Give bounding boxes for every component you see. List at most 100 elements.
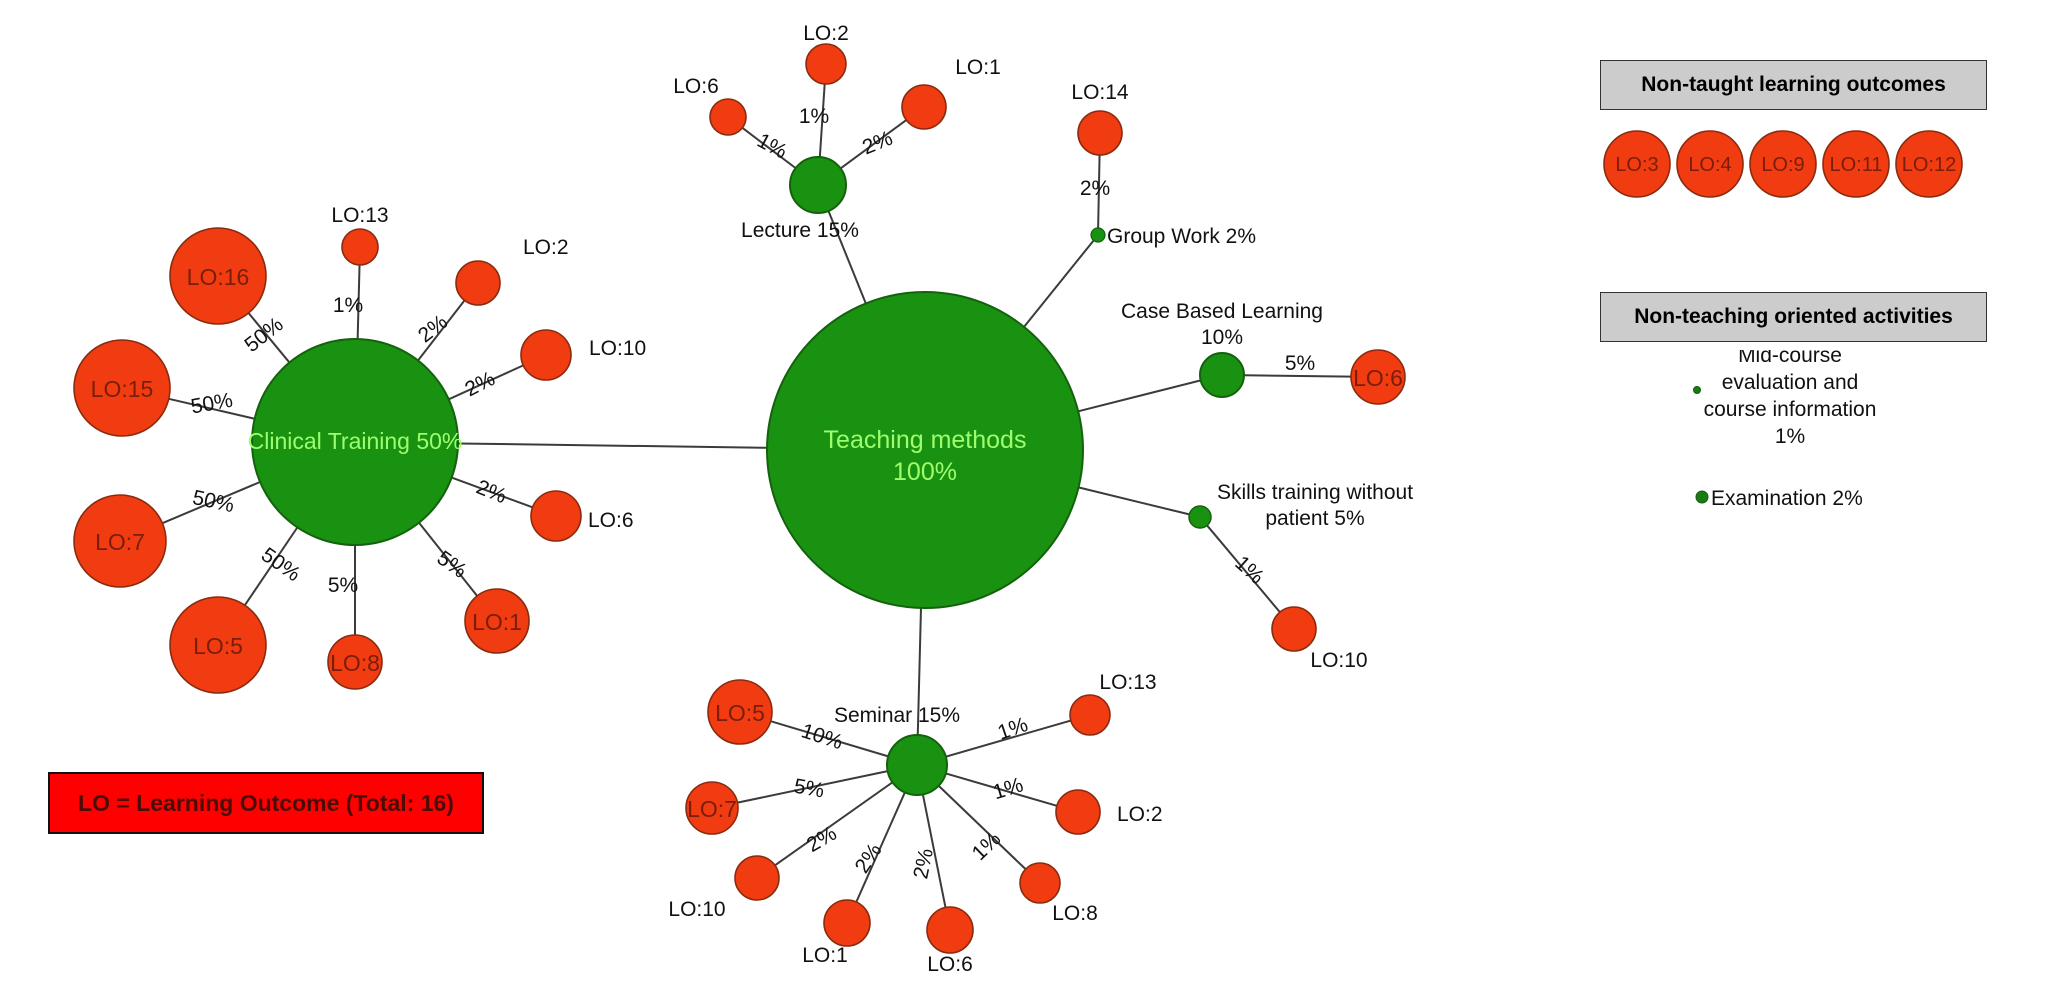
non-teaching-activity-list: Mid-course evaluation and course informati…	[1693, 350, 1877, 510]
edge-clinical-training-LO13-1	[356, 264, 361, 340]
edge-pct-clinical-training-lo13-1: 1%	[333, 294, 363, 317]
edge-clinical-training-LO15-3	[168, 397, 255, 420]
node-lo-clinical-training-lo7-5[interactable]	[73, 494, 167, 588]
node-lo-skills-training-without-patient-lo10-0[interactable]	[1271, 606, 1317, 652]
node-lo-clinical-training-lo15-3[interactable]	[73, 339, 171, 437]
node-lo-clinical-training-lo1-9[interactable]	[464, 588, 530, 654]
edge-pct-clinical-training-lo5-7: 50%	[257, 543, 305, 586]
node-lo-label-seminar-lo13-7: LO:13	[1099, 671, 1156, 694]
node-lo-label-case-based-learning-lo6-0: LO:6	[1353, 365, 1403, 391]
edge-pct-clinical-training-lo7-5: 50%	[190, 486, 236, 517]
node-hub-clinical-training-label: Clinical Training 50%	[248, 428, 463, 454]
panel-non-taught-title-text: Non-taught learning outcomes	[1641, 73, 1946, 96]
node-hub-seminar-label: Seminar 15%	[834, 704, 960, 727]
edge-root-to-seminar	[916, 607, 922, 736]
node-lo-seminar-lo6-4[interactable]	[926, 906, 974, 954]
node-hub-skills-training-label-line2: patient 5%	[1265, 507, 1364, 530]
edge-pct-case-based-learning-lo6-0: 5%	[1285, 352, 1315, 375]
node-lo-clinical-training-lo8-8[interactable]	[327, 634, 383, 690]
non-teaching-activity-label-midcourse-line2: evaluation and	[1722, 371, 1859, 394]
node-lo-seminar-lo5-0[interactable]	[707, 679, 773, 745]
node-lo-clinical-training-lo2-2[interactable]	[455, 260, 501, 306]
edge-pct-seminar-lo10-2: 2%	[803, 822, 841, 857]
non-taught-lo-list: LO:3 LO:4 LO:9 LO:11 LO:12	[1603, 130, 1963, 198]
node-hub-lecture-label: Lecture 15%	[741, 219, 859, 242]
node-lo-label-clinical-training-lo1-9: LO:1	[472, 609, 522, 635]
node-lo-seminar-lo13-7[interactable]	[1069, 694, 1111, 736]
edge-pct-seminar-lo2-6: 1%	[990, 773, 1026, 804]
node-lo-label-seminar-lo7-1: LO:7	[687, 796, 737, 822]
edge-pct-lecture-lo6-0: 1%	[753, 129, 791, 164]
non-taught-lo-label-lo12: LO:12	[1902, 154, 1956, 176]
node-hub-group-work[interactable]	[1090, 227, 1106, 243]
non-taught-lo-circle-lo9[interactable]	[1749, 130, 1817, 198]
node-hub-skills-training[interactable]	[1188, 505, 1212, 529]
edge-seminar-LO10-2	[774, 781, 894, 867]
non-teaching-activity-label-midcourse-line3: course information	[1704, 398, 1877, 421]
node-lo-case-based-learning-lo6-0[interactable]	[1350, 349, 1406, 405]
node-lo-label-clinical-training-lo13-1: LO:13	[331, 204, 388, 227]
node-lo-clinical-training-lo13-1[interactable]	[341, 228, 379, 266]
node-lo-seminar-lo7-1[interactable]	[685, 781, 739, 835]
node-hub-lecture[interactable]	[789, 156, 847, 214]
non-teaching-activity-label-midcourse-line1: Mid-course	[1738, 350, 1842, 367]
non-teaching-activity-bullet-mid-course-evaluation[interactable]	[1693, 386, 1701, 394]
edge-root-to-skills-training-without-patient	[1078, 486, 1190, 516]
edge-pct-seminar-lo6-4: 2%	[909, 846, 938, 880]
edge-clinical-training-LO6-6	[451, 476, 533, 509]
node-lo-label-clinical-training-lo5-7: LO:5	[193, 633, 243, 659]
node-lo-clinical-training-lo6-6[interactable]	[530, 490, 582, 542]
edge-seminar-LO8-5	[937, 785, 1027, 870]
node-lo-lecture-lo1-2[interactable]	[901, 84, 947, 130]
edge-pct-clinical-training-lo15-3: 50%	[189, 389, 234, 419]
non-taught-lo-circle-lo12[interactable]	[1895, 130, 1963, 198]
panel-non-teaching-title-text: Non-teaching oriented activities	[1634, 305, 1953, 328]
node-lo-label-seminar-lo10-2: LO:10	[668, 898, 725, 921]
node-lo-seminar-lo8-5[interactable]	[1019, 862, 1061, 904]
edge-pct-seminar-lo8-5: 1%	[968, 828, 1006, 866]
non-teaching-activity-label-midcourse-line4: 1%	[1775, 425, 1805, 448]
edge-seminar-LO1-3	[855, 792, 906, 903]
edge-pct-group-work-lo14-0: 2%	[1080, 177, 1110, 200]
node-hub-seminar[interactable]	[886, 734, 948, 796]
edge-pct-clinical-training-lo10-4: 2%	[461, 367, 498, 401]
edge-seminar-LO7-1	[737, 770, 888, 804]
edge-pct-clinical-training-lo6-6: 2%	[473, 476, 510, 509]
node-lo-label-clinical-training-lo6-6: LO:6	[588, 509, 634, 532]
node-lo-lecture-lo6-0[interactable]	[709, 98, 747, 136]
edge-pct-clinical-training-lo8-8: 5%	[328, 574, 358, 597]
node-hub-case-based-learning[interactable]	[1199, 352, 1245, 398]
node-lo-clinical-training-lo5-7[interactable]	[169, 596, 267, 694]
node-lo-seminar-lo2-6[interactable]	[1055, 789, 1101, 835]
node-lo-label-clinical-training-lo2-2: LO:2	[523, 236, 569, 259]
node-teaching-methods[interactable]	[766, 291, 1084, 609]
non-taught-lo-circle-lo11[interactable]	[1822, 130, 1890, 198]
node-lo-seminar-lo10-2[interactable]	[734, 855, 780, 901]
non-taught-lo-circle-lo4[interactable]	[1676, 130, 1744, 198]
edge-seminar-LO13-7	[945, 719, 1072, 758]
non-teaching-activity-bullet-examination[interactable]	[1695, 490, 1709, 504]
node-lo-clinical-training-lo10-4[interactable]	[520, 329, 572, 381]
node-lo-group-work-lo14-0[interactable]	[1077, 110, 1123, 156]
edge-pct-lecture-lo2-1: 1%	[799, 105, 829, 128]
edge-lecture-LO1-2	[839, 119, 907, 170]
legend-learning-outcome-key: LO = Learning Outcome (Total: 16)	[48, 772, 484, 834]
node-lo-label-seminar-lo5-0: LO:5	[715, 700, 765, 726]
panel-non-teaching-title: Non-teaching oriented activities	[1600, 292, 1987, 342]
node-lo-lecture-lo2-1[interactable]	[805, 43, 847, 85]
non-teaching-activity-label-examination: Examination 2%	[1711, 487, 1863, 510]
node-lo-label-lecture-lo2-1: LO:2	[803, 22, 849, 45]
node-lo-seminar-lo1-3[interactable]	[823, 899, 871, 947]
legend-learning-outcome-text: LO = Learning Outcome (Total: 16)	[78, 789, 454, 816]
node-lo-clinical-training-lo16-0[interactable]	[169, 227, 267, 325]
non-taught-lo-circle-lo3[interactable]	[1603, 130, 1671, 198]
node-lo-label-group-work-lo14-0: LO:14	[1071, 81, 1129, 104]
node-teaching-methods-percent: 100%	[893, 458, 957, 486]
node-lo-label-seminar-lo1-3: LO:1	[802, 944, 848, 967]
non-taught-lo-label-lo9: LO:9	[1761, 154, 1804, 176]
node-hub-clinical-training[interactable]	[251, 338, 459, 546]
node-lo-label-seminar-lo6-4: LO:6	[927, 953, 973, 976]
node-lo-label-clinical-training-lo15-3: LO:15	[91, 376, 154, 402]
